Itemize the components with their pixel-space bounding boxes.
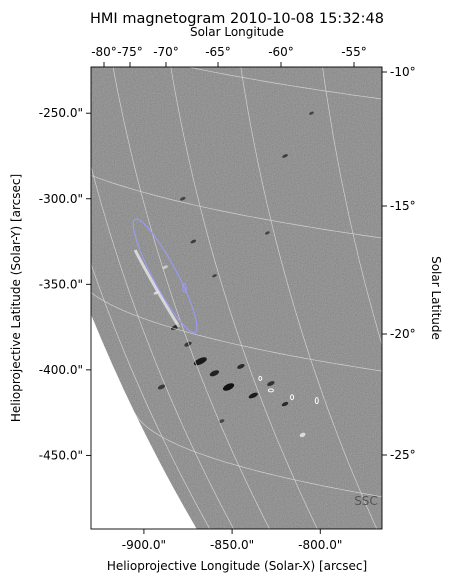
y-tick-label: -250.0": [39, 106, 83, 120]
lat-tick-label: -15°: [390, 199, 416, 213]
right-axis-label: Solar Latitude: [429, 256, 443, 340]
watermark: SSC: [354, 494, 378, 508]
lon-tick-label: -80°: [91, 45, 117, 59]
y-tick-label: -350.0": [39, 277, 83, 291]
x-tick-label: -800.0": [298, 538, 342, 552]
lon-tick-label: -55°: [341, 45, 367, 59]
lon-tick-label: -70°: [153, 45, 179, 59]
y-axis-label: Helioprojective Latitude (Solar-Y) [arcs…: [9, 174, 23, 422]
top-axis-label: Solar Longitude: [190, 25, 284, 39]
x-tick-label: -900.0": [122, 538, 166, 552]
lat-tick-label: -10°: [390, 65, 416, 79]
y-tick-label: -400.0": [39, 363, 83, 377]
lon-tick-label: -60°: [268, 45, 294, 59]
lat-tick-label: -20°: [390, 327, 416, 341]
y-tick-label: -300.0": [39, 192, 83, 206]
lon-tick-label: -75°: [117, 45, 143, 59]
lon-tick-label: -65°: [205, 45, 231, 59]
x-tick-label: -850.0": [210, 538, 254, 552]
lat-tick-label: -25°: [390, 448, 416, 462]
y-tick-label: -450.0": [39, 448, 83, 462]
x-axis-label: Helioprojective Longitude (Solar-X) [arc…: [107, 559, 367, 573]
